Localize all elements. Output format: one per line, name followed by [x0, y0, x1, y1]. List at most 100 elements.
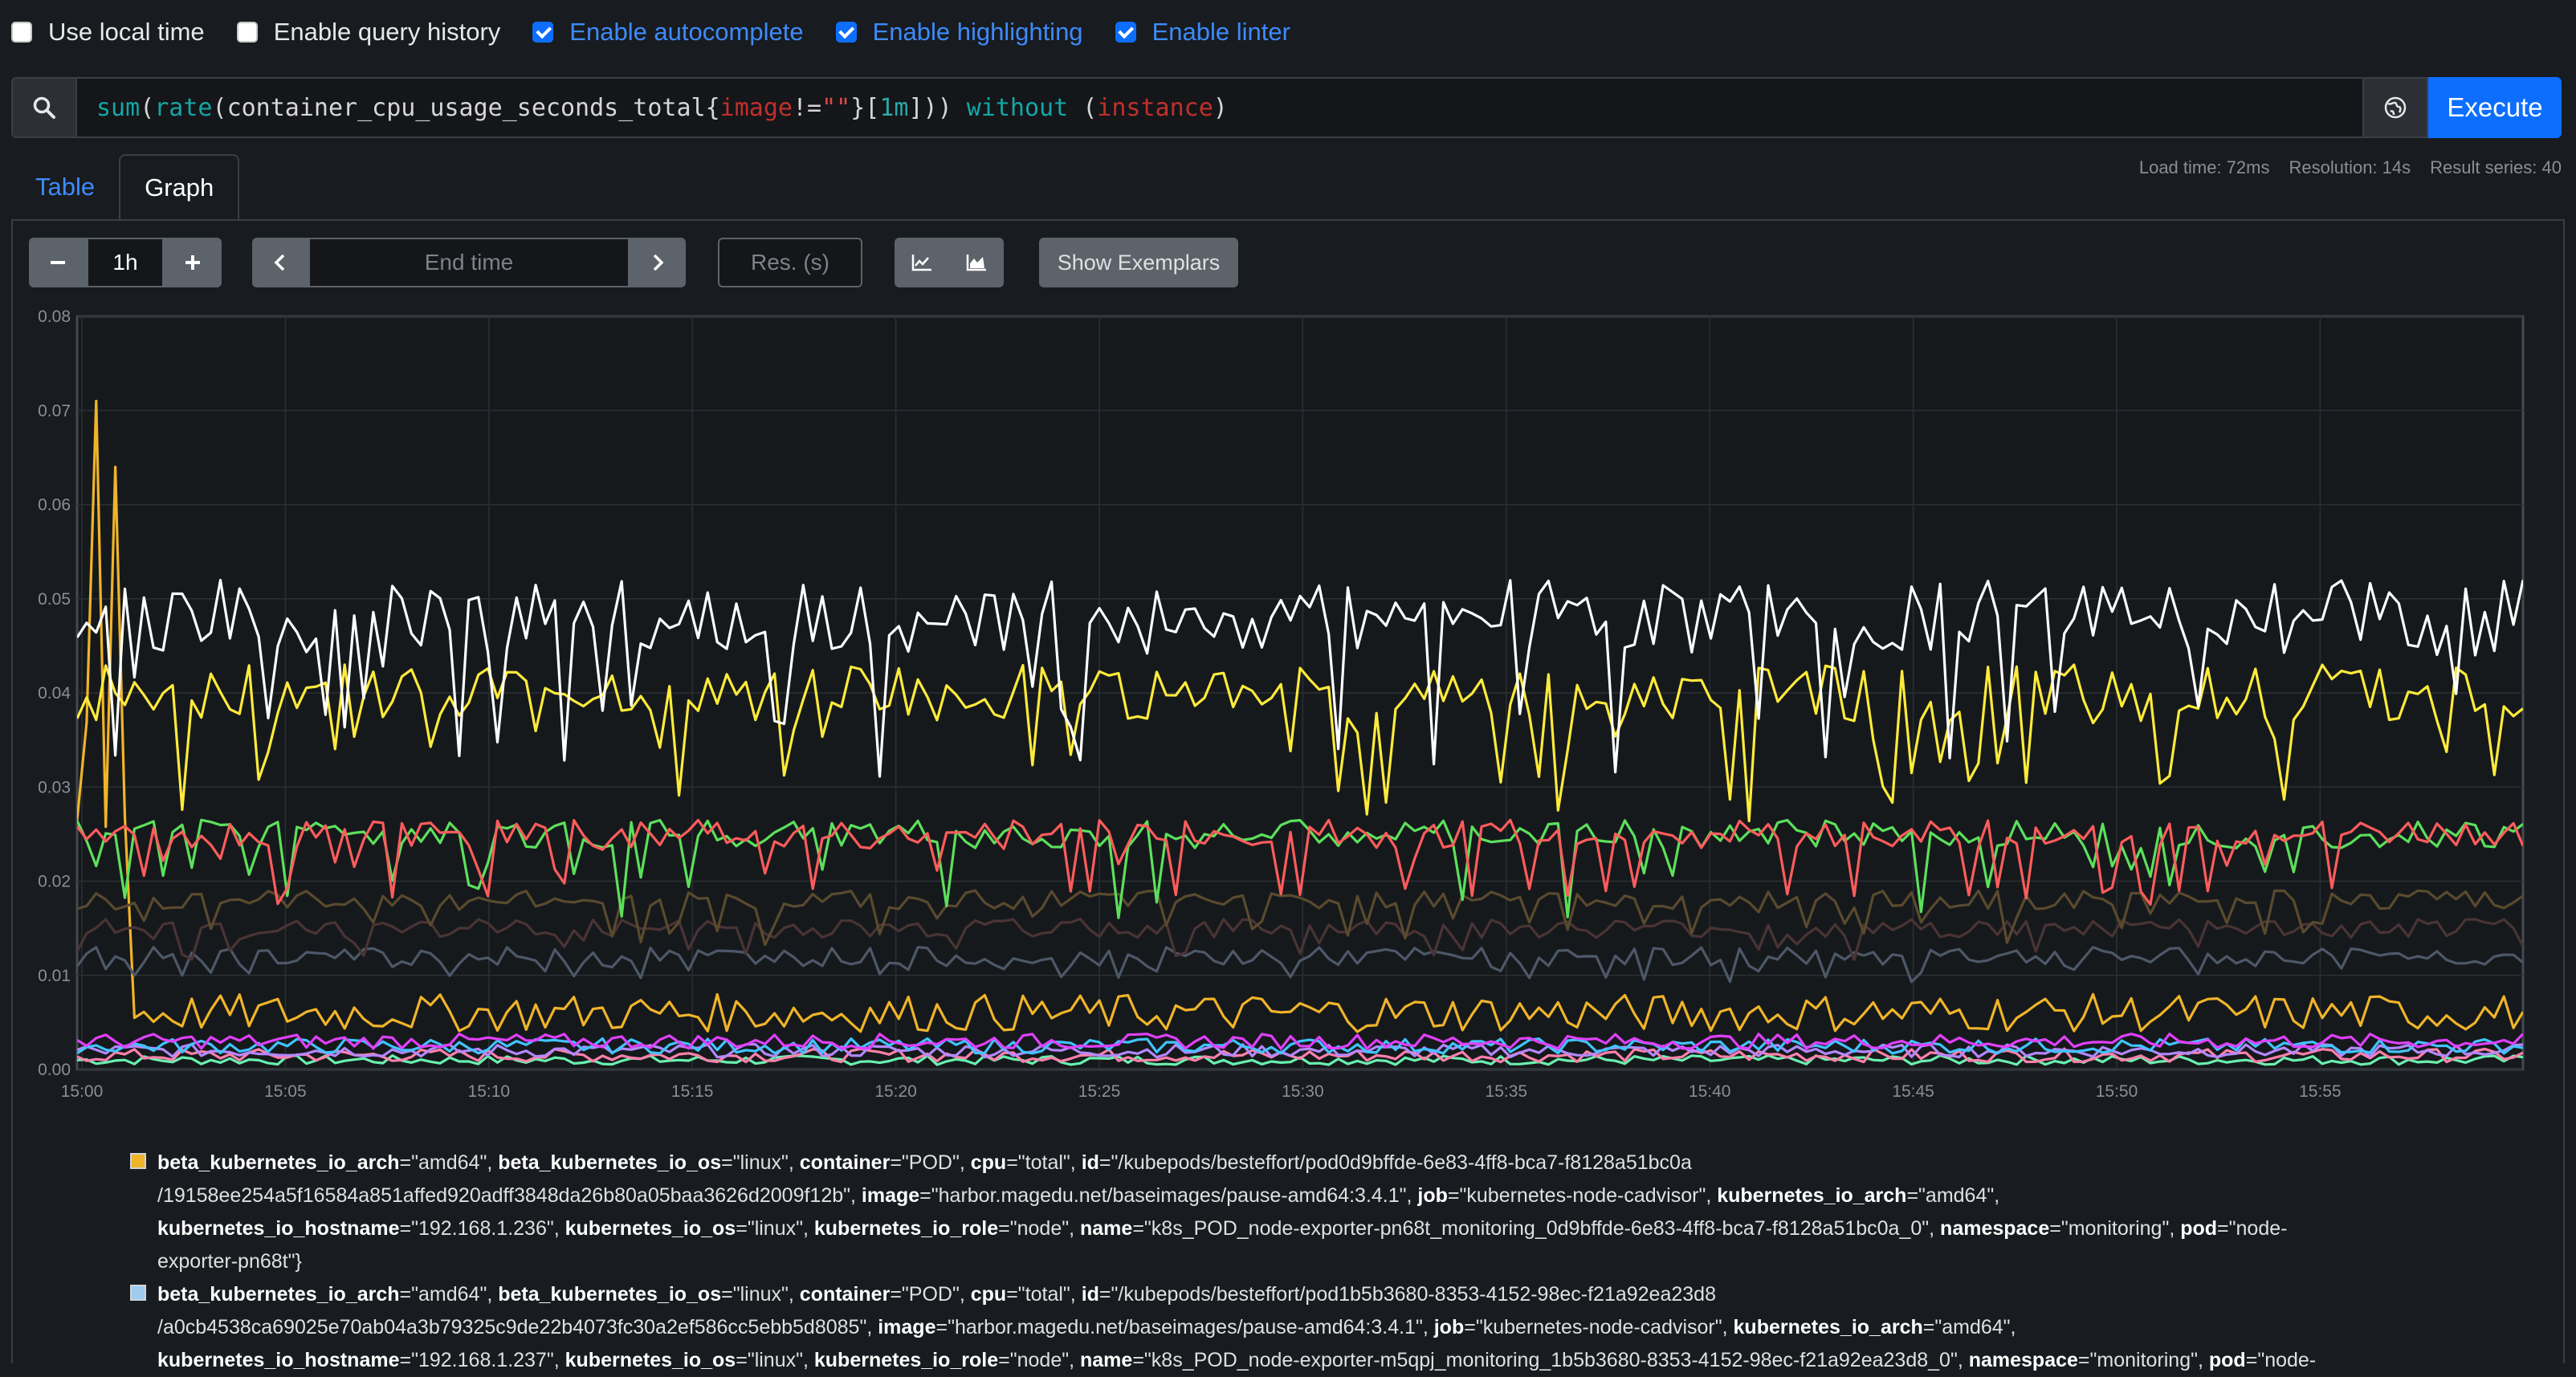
- label-value: exporter-pn68t"}: [157, 1250, 302, 1273]
- query-token: !=: [792, 93, 822, 122]
- y-tick-label: 0.00: [38, 1061, 71, 1079]
- query-token: (: [212, 93, 227, 122]
- label-value: ="linux",: [721, 1283, 800, 1306]
- legend-line: /a0cb4538ca69025e70ab04a3b79325c9de22b40…: [157, 1311, 2441, 1344]
- label-key: cpu: [970, 1151, 1007, 1174]
- time-series-chart[interactable]: 0.00 0.01 0.02 0.03 0.04 0.05 0.06 0.07 0.08 15:0…: [0, 297, 2576, 1108]
- x-tick-label: 15:50: [2096, 1082, 2138, 1101]
- checkbox[interactable]: [11, 22, 32, 43]
- checkbox[interactable]: [1115, 22, 1136, 43]
- checkbox[interactable]: [236, 22, 258, 43]
- option-label: Use local time: [48, 18, 205, 46]
- tab-table[interactable]: Table: [35, 173, 96, 201]
- label-key: image: [878, 1316, 936, 1338]
- legend-item[interactable]: beta_kubernetes_io_arch="amd64", beta_ku…: [128, 1278, 2441, 1377]
- label-value: ="total",: [1006, 1283, 1082, 1306]
- legend-swatch: [130, 1285, 146, 1301]
- label-key: container: [799, 1151, 891, 1174]
- next-time-button[interactable]: [630, 238, 686, 287]
- label-key: name: [1080, 1349, 1133, 1371]
- x-tick-label: 15:45: [1892, 1082, 1934, 1101]
- option-label: Enable linter: [1151, 18, 1290, 46]
- label-key: beta_kubernetes_io_arch: [157, 1151, 400, 1174]
- option-enable-query-history[interactable]: Enable query history: [236, 18, 500, 47]
- resolution-input[interactable]: Res. (s): [718, 238, 862, 287]
- query-token: instance: [1097, 93, 1213, 122]
- increase-range-button[interactable]: [164, 238, 222, 287]
- label-value: ="k8s_POD_node-exporter-pn68t_monitoring…: [1132, 1217, 1941, 1240]
- label-key: kubernetes_io_role: [813, 1349, 999, 1371]
- option-use-local-time[interactable]: Use local time: [11, 18, 205, 47]
- y-tick-label: 0.05: [38, 590, 71, 609]
- option-enable-autocomplete[interactable]: Enable autocomplete: [532, 18, 804, 47]
- legend-item[interactable]: beta_kubernetes_io_arch="amd64", beta_ku…: [128, 1147, 2441, 1278]
- series-line: [77, 945, 2523, 984]
- label-value: ="POD",: [890, 1151, 971, 1174]
- label-value: ="harbor.magedu.net/baseimages/pause-amd…: [935, 1316, 1434, 1338]
- query-token: (: [140, 93, 155, 122]
- query-token: }: [850, 93, 866, 122]
- stacked-area-button[interactable]: [949, 238, 1004, 287]
- label-key: id: [1081, 1151, 1099, 1174]
- label-key: kubernetes_io_role: [813, 1217, 999, 1240]
- query-token: image: [719, 93, 793, 122]
- option-enable-linter[interactable]: Enable linter: [1115, 18, 1290, 47]
- label-key: beta_kubernetes_io_os: [498, 1283, 722, 1306]
- plus-icon: [185, 255, 200, 270]
- series-line: [77, 818, 2523, 906]
- label-key: kubernetes_io_hostname: [157, 1217, 400, 1240]
- query-stats: Load time: 72ms Resolution: 14s Result s…: [2139, 157, 2562, 178]
- search-icon[interactable]: [11, 77, 77, 138]
- resolution: Resolution: 14s: [2289, 157, 2411, 177]
- y-tick-label: 0.06: [38, 496, 71, 515]
- checkbox[interactable]: [835, 22, 857, 43]
- range-input[interactable]: 1h: [87, 238, 164, 287]
- series-legend: beta_kubernetes_io_arch="amd64", beta_ku…: [128, 1147, 2441, 1377]
- series-line: [77, 889, 2523, 947]
- x-tick-label: 15:10: [468, 1082, 511, 1101]
- option-label: Enable highlighting: [872, 18, 1083, 46]
- label-key: kubernetes_io_os: [565, 1349, 736, 1371]
- label-value: /a0cb4538ca69025e70ab04a3b79325c9de22b40…: [157, 1316, 878, 1338]
- end-time-group: End time: [252, 238, 686, 287]
- label-key: beta_kubernetes_io_arch: [157, 1283, 400, 1306]
- show-exemplars-button[interactable]: Show Exemplars: [1039, 238, 1238, 287]
- x-tick-label: 15:40: [1689, 1082, 1731, 1101]
- label-value: ="node",: [998, 1349, 1080, 1371]
- label-key: beta_kubernetes_io_os: [498, 1151, 722, 1174]
- label-value: /19158ee254a5f16584a851affed920adff3848d…: [157, 1184, 862, 1207]
- metrics-explorer-globe-icon[interactable]: [2364, 77, 2428, 138]
- label-value: ="amd64",: [399, 1283, 499, 1306]
- decrease-range-button[interactable]: [29, 238, 87, 287]
- query-token: ]: [908, 93, 923, 122]
- query-token: )): [923, 93, 967, 122]
- label-value: ="k8s_POD_node-exporter-m5qpj_monitoring…: [1132, 1349, 1969, 1371]
- previous-time-button[interactable]: [252, 238, 308, 287]
- execute-button[interactable]: Execute: [2428, 77, 2562, 138]
- query-token: without: [966, 93, 1069, 122]
- x-tick-label: 15:20: [874, 1082, 917, 1101]
- unstacked-line-button[interactable]: [895, 238, 949, 287]
- series-line: [77, 1042, 2523, 1059]
- label-value: ="total",: [1006, 1151, 1082, 1174]
- query-input[interactable]: sum(rate(container_cpu_usage_seconds_tot…: [77, 77, 2364, 138]
- label-key: id: [1081, 1283, 1099, 1306]
- label-value: ="monitoring",: [2049, 1217, 2181, 1240]
- label-value: ="192.168.1.236",: [399, 1217, 565, 1240]
- label-value: ="192.168.1.237",: [399, 1349, 565, 1371]
- option-enable-highlighting[interactable]: Enable highlighting: [835, 18, 1083, 47]
- legend-line: exporter-pn68t"}: [157, 1245, 2441, 1278]
- y-tick-label: 0.07: [38, 401, 71, 420]
- query-bar: sum(rate(container_cpu_usage_seconds_tot…: [11, 77, 2562, 138]
- checkbox[interactable]: [532, 22, 554, 43]
- label-value: ="kubernetes-node-cadvisor",: [1447, 1184, 1718, 1207]
- end-time-input[interactable]: End time: [308, 238, 630, 287]
- label-key: pod: [2180, 1217, 2218, 1240]
- query-token: rate: [154, 93, 213, 122]
- query-token: {: [705, 93, 720, 122]
- x-tick-label: 15:55: [2299, 1082, 2342, 1101]
- label-value: ="/kubepods/besteffort/pod1b5b3680-8353-…: [1098, 1283, 1716, 1306]
- label-value: ="harbor.magedu.net/baseimages/pause-amd…: [919, 1184, 1418, 1207]
- label-value: ="linux",: [721, 1151, 800, 1174]
- tab-graph[interactable]: Graph: [119, 154, 240, 220]
